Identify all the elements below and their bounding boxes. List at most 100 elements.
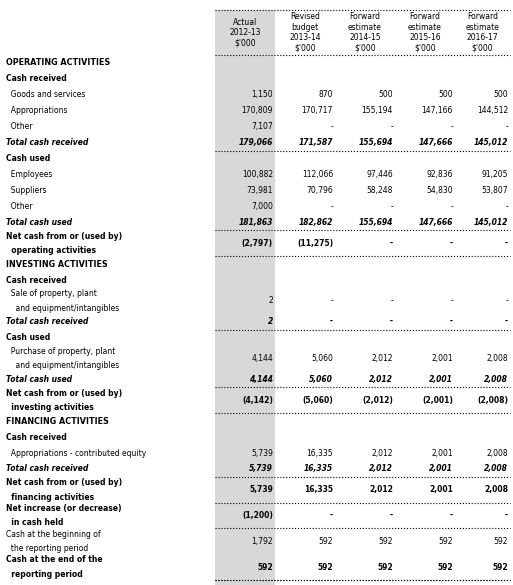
- Text: 2,001: 2,001: [429, 486, 453, 494]
- Text: -: -: [390, 511, 393, 520]
- Text: 147,666: 147,666: [419, 218, 453, 227]
- Text: 155,194: 155,194: [362, 106, 393, 115]
- Text: 182,862: 182,862: [299, 218, 333, 227]
- Text: 2,008: 2,008: [484, 375, 508, 384]
- Text: 2,001: 2,001: [429, 464, 453, 473]
- Text: 592: 592: [492, 563, 508, 572]
- Text: 100,882: 100,882: [242, 170, 273, 179]
- Text: Actual
2012-13
$'000: Actual 2012-13 $'000: [229, 18, 261, 47]
- Text: 5,739: 5,739: [249, 486, 273, 494]
- Text: Other: Other: [6, 122, 32, 131]
- Text: -: -: [450, 317, 453, 326]
- Text: (11,275): (11,275): [297, 239, 333, 248]
- Text: -: -: [505, 122, 508, 131]
- Text: Total cash received: Total cash received: [6, 317, 88, 326]
- Text: 171,587: 171,587: [299, 138, 333, 147]
- Text: the reporting period: the reporting period: [6, 544, 88, 553]
- Text: Total cash received: Total cash received: [6, 464, 88, 473]
- Text: 58,248: 58,248: [367, 186, 393, 195]
- Text: -: -: [505, 297, 508, 305]
- Text: 181,863: 181,863: [239, 218, 273, 227]
- Text: Suppliers: Suppliers: [6, 186, 47, 195]
- Text: Total cash used: Total cash used: [6, 218, 72, 227]
- Text: 2,001: 2,001: [429, 375, 453, 384]
- Text: -: -: [505, 317, 508, 326]
- Text: -: -: [450, 202, 453, 211]
- Text: 1,792: 1,792: [251, 537, 273, 546]
- Text: 500: 500: [494, 90, 508, 99]
- Text: 145,012: 145,012: [473, 138, 508, 147]
- Text: 592: 592: [379, 537, 393, 546]
- Text: Forward
estimate
2016-17
$'000: Forward estimate 2016-17 $'000: [466, 12, 500, 53]
- Text: 73,981: 73,981: [247, 186, 273, 195]
- Text: (2,012): (2,012): [362, 396, 393, 405]
- Text: Sale of property, plant: Sale of property, plant: [6, 289, 97, 298]
- Text: Net increase (or decrease): Net increase (or decrease): [6, 504, 122, 513]
- Text: Revised
budget
2013-14
$'000: Revised budget 2013-14 $'000: [289, 12, 321, 53]
- Text: (2,001): (2,001): [422, 396, 453, 405]
- Text: 54,830: 54,830: [426, 186, 453, 195]
- Text: financing activities: financing activities: [6, 493, 94, 501]
- Text: 155,694: 155,694: [359, 218, 393, 227]
- Text: -: -: [450, 297, 453, 305]
- Text: Cash received: Cash received: [6, 276, 67, 284]
- Text: 592: 592: [319, 537, 333, 546]
- Text: 500: 500: [379, 90, 393, 99]
- Text: Cash received: Cash received: [6, 432, 67, 442]
- Text: -: -: [505, 239, 508, 248]
- Text: 592: 592: [378, 563, 393, 572]
- Text: -: -: [330, 202, 333, 211]
- Text: 170,809: 170,809: [242, 106, 273, 115]
- Text: 16,335: 16,335: [304, 486, 333, 494]
- Text: (5,060): (5,060): [302, 396, 333, 405]
- Text: Purchase of property, plant: Purchase of property, plant: [6, 347, 115, 356]
- Text: -: -: [450, 239, 453, 248]
- Text: 592: 592: [494, 537, 508, 546]
- Text: -: -: [390, 239, 393, 248]
- Text: 97,446: 97,446: [366, 170, 393, 179]
- Text: Cash at the beginning of: Cash at the beginning of: [6, 529, 101, 539]
- Text: 70,796: 70,796: [306, 186, 333, 195]
- Text: -: -: [390, 122, 393, 131]
- Text: -: -: [390, 297, 393, 305]
- Text: Net cash from or (used by): Net cash from or (used by): [6, 388, 122, 398]
- Text: Appropriations: Appropriations: [6, 106, 68, 115]
- Text: 2,008: 2,008: [484, 464, 508, 473]
- Text: INVESTING ACTIVITIES: INVESTING ACTIVITIES: [6, 260, 108, 269]
- Text: 4,144: 4,144: [249, 375, 273, 384]
- Text: 2,012: 2,012: [369, 486, 393, 494]
- Bar: [215, 10, 275, 585]
- Text: 5,060: 5,060: [311, 354, 333, 363]
- Text: Employees: Employees: [6, 170, 52, 179]
- Text: operating activities: operating activities: [6, 246, 96, 255]
- Text: Total cash used: Total cash used: [6, 375, 72, 384]
- Text: Cash used: Cash used: [6, 333, 50, 342]
- Text: 2: 2: [268, 297, 273, 305]
- Text: (2,797): (2,797): [242, 239, 273, 248]
- Text: Net cash from or (used by): Net cash from or (used by): [6, 478, 122, 487]
- Text: Forward
estimate
2014-15
$'000: Forward estimate 2014-15 $'000: [348, 12, 382, 53]
- Text: 170,717: 170,717: [302, 106, 333, 115]
- Text: 2,012: 2,012: [371, 354, 393, 363]
- Text: investing activities: investing activities: [6, 403, 94, 412]
- Text: 870: 870: [319, 90, 333, 99]
- Text: 2,001: 2,001: [431, 354, 453, 363]
- Text: 2: 2: [268, 317, 273, 326]
- Text: Cash used: Cash used: [6, 154, 50, 163]
- Text: Appropriations - contributed equity: Appropriations - contributed equity: [6, 449, 146, 457]
- Text: -: -: [505, 511, 508, 520]
- Text: 5,739: 5,739: [249, 464, 273, 473]
- Text: Goods and services: Goods and services: [6, 90, 85, 99]
- Text: Total cash received: Total cash received: [6, 138, 88, 147]
- Text: -: -: [330, 122, 333, 131]
- Text: -: -: [505, 202, 508, 211]
- Text: 2,008: 2,008: [486, 449, 508, 457]
- Text: (1,200): (1,200): [242, 511, 273, 520]
- Text: 91,205: 91,205: [482, 170, 508, 179]
- Text: (2,008): (2,008): [477, 396, 508, 405]
- Text: 592: 592: [438, 563, 453, 572]
- Text: 2,001: 2,001: [431, 449, 453, 457]
- Text: OPERATING ACTIVITIES: OPERATING ACTIVITIES: [6, 58, 110, 67]
- Text: 155,694: 155,694: [359, 138, 393, 147]
- Text: 144,512: 144,512: [477, 106, 508, 115]
